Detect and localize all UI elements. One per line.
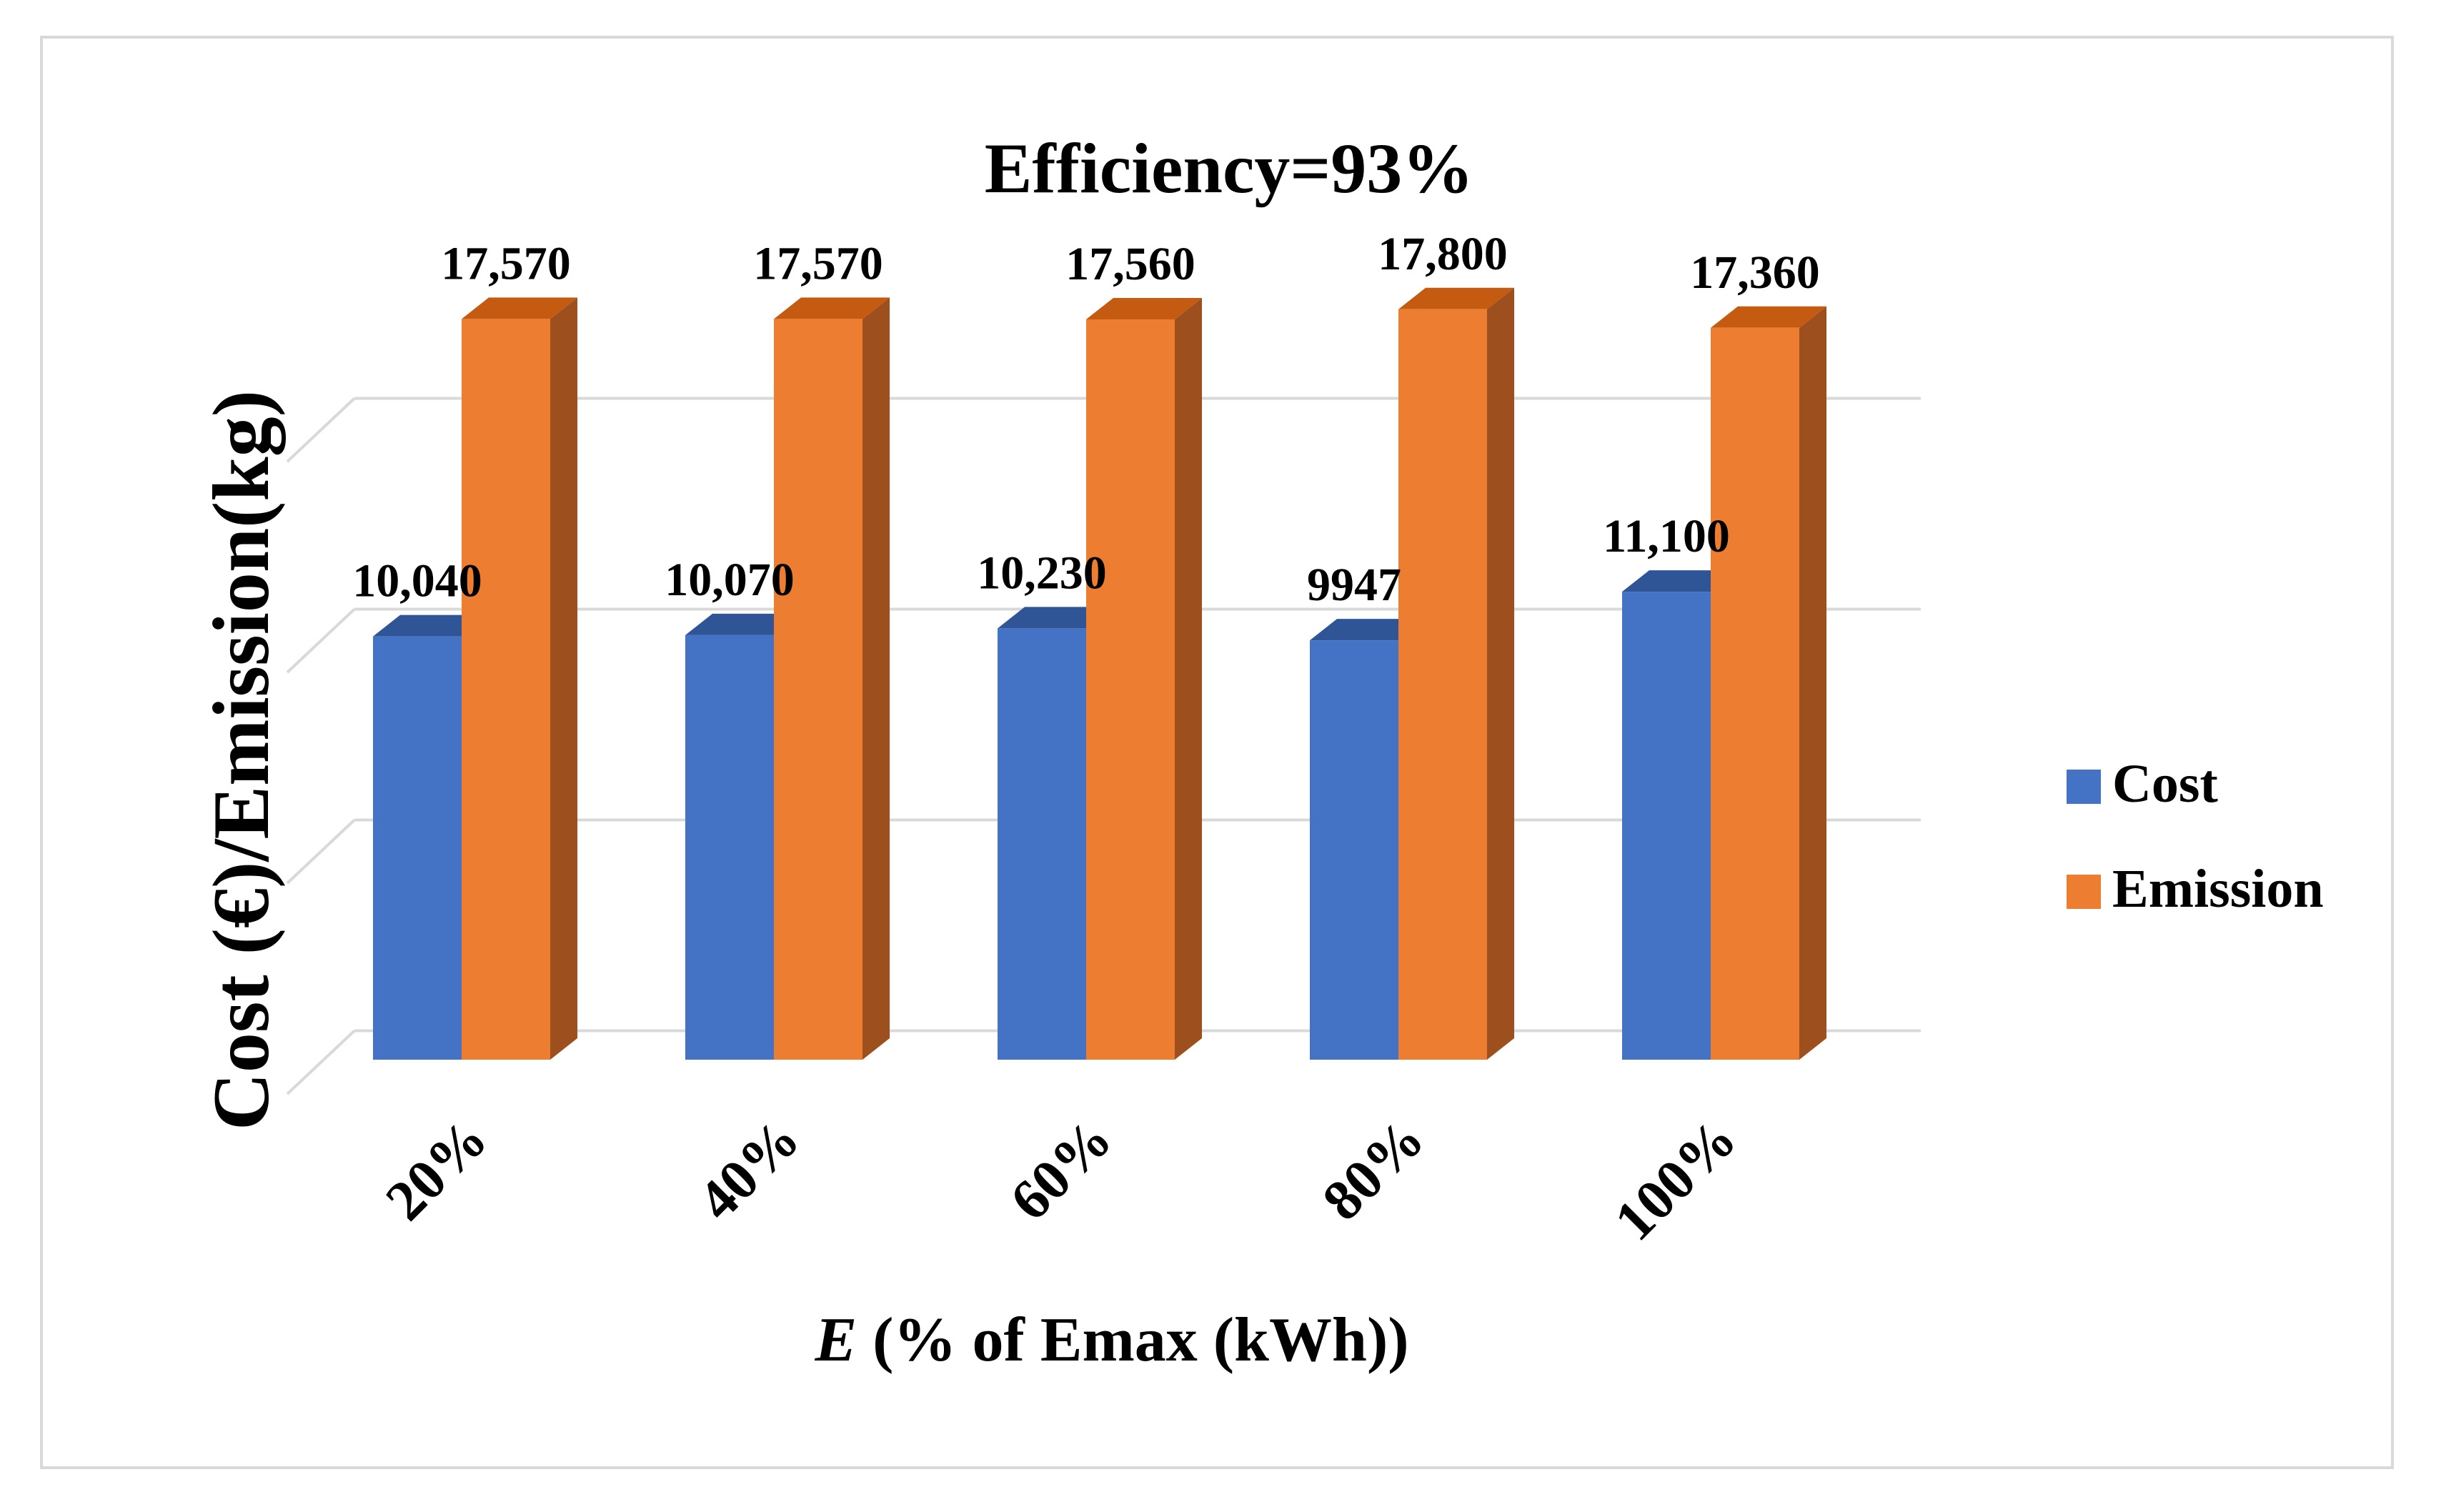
bar bbox=[685, 635, 774, 1060]
bar-top bbox=[998, 607, 1113, 629]
bars-layer bbox=[373, 287, 1826, 1060]
data-label: 10,230 bbox=[977, 547, 1107, 599]
bar-side bbox=[862, 297, 890, 1060]
bar bbox=[462, 319, 550, 1060]
bar-top bbox=[774, 297, 890, 319]
bar-top bbox=[1086, 297, 1202, 319]
bar-top bbox=[462, 297, 577, 319]
legend-swatch-emission bbox=[2067, 875, 2101, 909]
data-label: 10,070 bbox=[665, 554, 795, 606]
gridline-depth bbox=[286, 1030, 356, 1095]
labels-layer: 10,040 17,570 10,070 17,570 10,230 17,560 9947… bbox=[352, 228, 1820, 611]
legend-swatch-cost bbox=[2067, 770, 2101, 804]
ticks-layer: 20% 40% 60% 80% 100% bbox=[374, 1108, 1748, 1253]
data-label: 17,560 bbox=[1065, 238, 1195, 290]
bar bbox=[1622, 592, 1711, 1060]
legend-label-cost: Cost bbox=[2112, 754, 2218, 814]
x-axis-variable: E bbox=[814, 1305, 857, 1375]
bar-top bbox=[373, 615, 489, 637]
legend: Cost Emission bbox=[2067, 754, 2324, 919]
bar bbox=[1398, 309, 1487, 1060]
bar-top bbox=[1711, 306, 1826, 328]
bar-top bbox=[1398, 287, 1514, 309]
gridline-depth bbox=[286, 608, 356, 674]
bar-side bbox=[1175, 297, 1202, 1060]
x-tick-label: 20% bbox=[374, 1108, 499, 1233]
x-axis-title: E (% of Emax (kWh)) bbox=[814, 1305, 1408, 1375]
bar bbox=[1310, 640, 1398, 1060]
legend-label-emission: Emission bbox=[2112, 859, 2324, 919]
chart-frame: Efficiency=93% 10,040 17,570 10,070 17,570 1… bbox=[40, 36, 2394, 1469]
bar bbox=[998, 628, 1086, 1060]
data-label: 9947 bbox=[1307, 559, 1401, 611]
y-axis-title: Cost (€)/Emission(kg) bbox=[197, 390, 286, 1130]
data-label: 11,100 bbox=[1603, 510, 1730, 562]
data-label: 17,570 bbox=[753, 237, 883, 289]
bar-top bbox=[1622, 570, 1738, 592]
bar bbox=[1086, 319, 1175, 1060]
x-axis-label-rest: (% of Emax (kWh)) bbox=[857, 1305, 1408, 1375]
bar-top bbox=[1310, 619, 1426, 641]
data-label: 17,360 bbox=[1690, 247, 1820, 299]
chart-title: Efficiency=93% bbox=[985, 129, 1474, 208]
x-tick-label: 100% bbox=[1603, 1108, 1749, 1253]
x-tick-label: 40% bbox=[686, 1108, 811, 1233]
bar-side bbox=[1487, 287, 1514, 1060]
data-label: 10,040 bbox=[352, 555, 482, 607]
bar bbox=[774, 319, 862, 1060]
x-tick-label: 60% bbox=[998, 1108, 1123, 1233]
bar-side bbox=[1799, 306, 1826, 1060]
chart-svg: Efficiency=93% 10,04017,57010,07017,5701… bbox=[197, 129, 2324, 1375]
bar-top bbox=[685, 613, 801, 635]
data-label: 17,570 bbox=[441, 237, 571, 289]
data-label: 17,800 bbox=[1378, 228, 1508, 280]
x-tick-label: 80% bbox=[1311, 1108, 1436, 1233]
gridline-depth bbox=[286, 819, 356, 885]
bar bbox=[373, 636, 462, 1060]
gridline-depth bbox=[286, 397, 356, 463]
bar-side bbox=[550, 297, 577, 1060]
bar bbox=[1711, 327, 1799, 1060]
